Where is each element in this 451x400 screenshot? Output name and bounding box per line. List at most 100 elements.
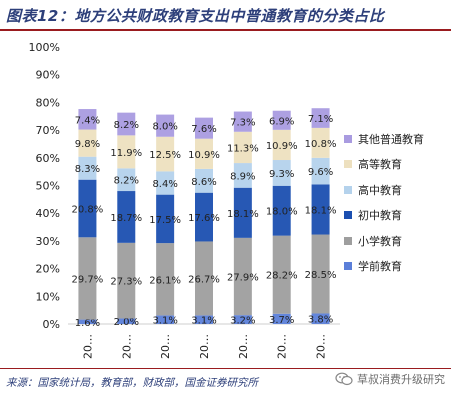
data-label: 18.7%	[110, 213, 142, 224]
legend-item: 高等教育	[344, 152, 424, 178]
data-label: 18.0%	[266, 207, 298, 218]
footer-rule	[0, 368, 451, 369]
legend-swatch	[344, 185, 352, 194]
data-label: 18.1%	[227, 209, 259, 220]
source-note: 来源：国家统计局，教育部，财政部，国金证券研究所	[6, 377, 258, 389]
data-label: 27.3%	[110, 277, 142, 288]
data-label: 7.6%	[191, 124, 216, 135]
data-label: 3.1%	[152, 316, 177, 327]
bar-segment	[156, 243, 175, 316]
legend-item: 其他普通教育	[344, 126, 424, 152]
bar-segment	[311, 313, 330, 324]
data-label: 10.9%	[266, 141, 298, 152]
data-label: 28.2%	[266, 271, 298, 282]
y-tick-label: 50%	[36, 180, 60, 193]
bar-segment	[117, 168, 136, 192]
data-label: 17.5%	[149, 215, 181, 226]
data-label: 8.2%	[114, 176, 139, 187]
legend-label: 小学教育	[358, 234, 402, 248]
legend-label: 高中教育	[358, 183, 402, 197]
bar-segment	[117, 242, 136, 319]
legend-swatch	[344, 134, 352, 143]
data-label: 3.1%	[191, 316, 216, 327]
watermark: 草叔消费升级研究	[335, 371, 445, 387]
bar-segment	[233, 315, 252, 324]
data-label: 10.9%	[188, 150, 220, 161]
bar-segment	[117, 191, 136, 243]
bar-segment	[311, 108, 330, 128]
chart-title: 图表12：地方公共财政教育支出中普通教育的分类占比	[6, 7, 385, 25]
bar-segment	[195, 117, 213, 139]
title-rule	[0, 29, 451, 31]
data-label: 8.0%	[152, 122, 177, 133]
bar-segment	[311, 157, 330, 185]
bar-segment	[233, 163, 252, 188]
bar-segment	[78, 156, 97, 180]
legend-swatch	[344, 236, 352, 245]
data-label: 26.7%	[188, 274, 220, 285]
legend-label: 高等教育	[358, 158, 402, 172]
stacked-bar-chart: 0% 10% 20% 30% 40% 50% 60% 70% 80% 90% 100% 1.6% 29.…	[29, 41, 340, 359]
x-tick-label: 20…	[198, 334, 211, 359]
watermark-text: 草叔消费升级研究	[357, 373, 445, 386]
bar-segment	[233, 131, 252, 164]
data-label: 12.5%	[149, 150, 181, 161]
bar-segment	[78, 179, 97, 238]
data-label: 7.4%	[75, 115, 100, 126]
title-bar: 图表12：地方公共财政教育支出中普通教育的分类占比	[0, 0, 451, 31]
data-label: 10.8%	[305, 139, 337, 150]
data-label: 20.8%	[72, 204, 104, 215]
legend-label: 其他普通教育	[358, 132, 424, 146]
y-tick-label: 0%	[43, 318, 60, 331]
data-label: 2.0%	[114, 317, 139, 328]
x-tick-label: 20…	[237, 334, 250, 359]
bar-segment	[117, 318, 136, 324]
data-label: 8.9%	[230, 171, 255, 182]
bar-segment	[233, 111, 252, 132]
bar-segment	[272, 129, 291, 161]
bar-segment	[272, 160, 291, 186]
y-tick-label: 60%	[36, 152, 60, 165]
bar-segment	[272, 110, 291, 130]
bar-segment	[272, 235, 291, 314]
data-label: 9.3%	[269, 169, 294, 180]
x-tick-label: 20…	[276, 334, 289, 359]
data-label: 27.9%	[227, 272, 259, 283]
bar-segment	[311, 127, 330, 158]
bar-segment	[78, 237, 97, 320]
y-tick-label: 100%	[29, 41, 60, 54]
bar-segment	[272, 185, 291, 236]
legend-swatch	[344, 211, 352, 220]
x-tick-label: 20…	[81, 334, 94, 359]
data-label: 7.3%	[230, 118, 255, 129]
y-tick-label: 70%	[36, 124, 60, 137]
data-label: 11.3%	[227, 143, 259, 154]
data-label: 1.6%	[75, 318, 100, 329]
data-label: 8.3%	[75, 164, 100, 175]
y-tick-label: 80%	[36, 96, 60, 109]
legend-label: 初中教育	[358, 209, 402, 223]
bar-segment	[78, 109, 97, 130]
legend-item: 小学教育	[344, 228, 424, 254]
data-label: 11.9%	[110, 148, 142, 159]
data-label: 28.5%	[305, 270, 337, 281]
data-label: 18.1%	[305, 205, 337, 216]
data-label: 9.6%	[308, 167, 333, 178]
bar-segment	[195, 241, 213, 316]
data-label: 3.7%	[269, 315, 294, 326]
x-tick-label: 20…	[315, 334, 328, 359]
bar-segment	[311, 234, 330, 314]
data-label: 8.6%	[191, 177, 216, 188]
data-label: 6.9%	[269, 116, 294, 127]
bar-segment	[233, 237, 252, 316]
bar-segment	[195, 192, 213, 242]
bar-segment	[195, 315, 213, 324]
data-label: 8.4%	[152, 179, 177, 190]
data-label: 3.8%	[308, 315, 333, 326]
chart-legend: 其他普通教育 高等教育 高中教育 初中教育 小学教育 学前教育	[344, 126, 424, 279]
bar-segment	[78, 319, 97, 324]
bar-segment	[156, 315, 175, 324]
bar-segment	[195, 168, 213, 193]
data-label: 26.1%	[149, 275, 181, 286]
bar-segment	[272, 313, 291, 324]
